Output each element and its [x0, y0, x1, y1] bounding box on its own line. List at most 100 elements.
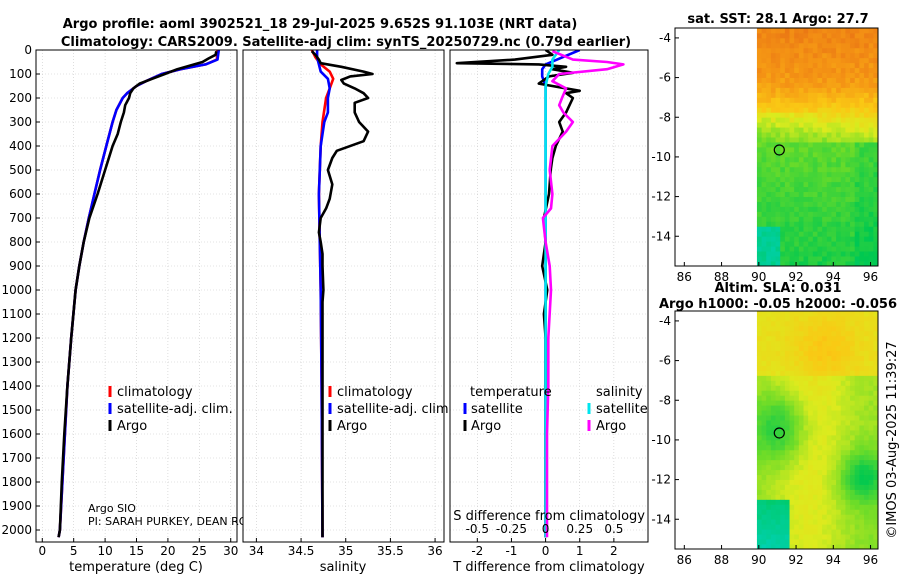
- heatmap-cell: [756, 211, 762, 217]
- heatmap-cell: [780, 489, 786, 495]
- heatmap-cell: [831, 405, 837, 411]
- heatmap-cell: [756, 469, 762, 476]
- salinity-panel: 34 34.5 35 35.5 36 salinity climatology sate…: [242, 49, 453, 575]
- heatmap-cell: [798, 514, 804, 520]
- heatmap-cell: [780, 28, 786, 34]
- heatmap-cell: [784, 57, 790, 64]
- heatmap-cell: [812, 147, 818, 153]
- heatmap-cell: [868, 42, 874, 49]
- heatmap-cell: [836, 82, 842, 88]
- heatmap-cell: [803, 181, 809, 188]
- heatmap-cell: [794, 246, 800, 252]
- heatmap-cell: [840, 196, 846, 202]
- heatmap-cell: [854, 335, 860, 342]
- heatmap-cell: [826, 365, 832, 371]
- heatmap-cell: [775, 365, 781, 371]
- heatmap-cell: [831, 325, 837, 332]
- heatmap-cell: [766, 156, 772, 163]
- heatmap-cell: [761, 142, 767, 148]
- heatmap-cell: [826, 117, 832, 123]
- heatmap-cell: [840, 494, 846, 500]
- heatmap-cell: [784, 529, 790, 535]
- heatmap-cell: [803, 534, 809, 540]
- heatmap-cell: [784, 161, 790, 168]
- sla-lat-ticks: -4-6-8-10-12-14: [651, 314, 679, 526]
- difference-series: [455, 50, 625, 538]
- heatmap-cell: [864, 161, 870, 168]
- heatmap-cell: [845, 231, 851, 237]
- heatmap-cell: [859, 375, 865, 381]
- heatmap-cell: [840, 330, 846, 337]
- heatmap-cell: [817, 330, 823, 337]
- heatmap-cell: [808, 539, 814, 545]
- heatmap-cell: [826, 405, 832, 411]
- heatmap-cell: [822, 77, 828, 83]
- heatmap-cell: [831, 147, 837, 153]
- heatmap-cell: [789, 474, 795, 480]
- heatmap-cell: [784, 42, 790, 49]
- heatmap-cell: [803, 67, 809, 74]
- heatmap-cell: [873, 504, 878, 510]
- heatmap-cell: [808, 191, 814, 197]
- heatmap-cell: [770, 112, 776, 118]
- heatmap-cell: [794, 390, 800, 396]
- heatmap-cell: [868, 360, 874, 366]
- heatmap-cell: [789, 87, 795, 93]
- heatmap-cell: [794, 335, 800, 342]
- heatmap-cell: [775, 191, 781, 197]
- heatmap-cell: [798, 102, 804, 108]
- heatmap-cell: [817, 350, 823, 357]
- heatmap-cell: [831, 320, 837, 327]
- heatmap-cell: [798, 454, 804, 461]
- heatmap-cell: [822, 241, 828, 247]
- heatmap-cell: [766, 479, 772, 485]
- heatmap-cell: [803, 107, 809, 113]
- heatmap-cell: [817, 82, 823, 88]
- heatmap-cell: [836, 57, 842, 64]
- heatmap-cell: [845, 171, 851, 178]
- heatmap-cell: [822, 42, 828, 49]
- heatmap-cell: [775, 370, 781, 376]
- heatmap-cell: [817, 176, 823, 183]
- heatmap-cell: [761, 325, 767, 332]
- heatmap-cell: [784, 226, 790, 232]
- heatmap-cell: [756, 186, 762, 193]
- heatmap-cell: [761, 57, 767, 64]
- heatmap-cell: [789, 464, 795, 471]
- heatmap-cell: [864, 191, 870, 197]
- heatmap-cell: [840, 102, 846, 108]
- heatmap-cell: [826, 186, 832, 193]
- temperature-legend: climatology satellite-adj. clim. Argo: [108, 385, 233, 434]
- heatmap-cell: [784, 37, 790, 44]
- heatmap-cell: [836, 335, 842, 342]
- heatmap-cell: [873, 360, 878, 366]
- heatmap-cell: [803, 335, 809, 342]
- heatmap-cell: [854, 251, 860, 257]
- heatmap-cell: [812, 196, 818, 202]
- heatmap-cell: [766, 137, 772, 143]
- heatmap-cell: [859, 67, 865, 74]
- heatmap-cell: [826, 42, 832, 49]
- heatmap-cell: [775, 176, 781, 183]
- heatmap-cell: [831, 365, 837, 371]
- heatmap-cell: [845, 226, 851, 232]
- heatmap-cell: [775, 340, 781, 347]
- heatmap-cell: [817, 370, 823, 376]
- heatmap-cell: [873, 57, 878, 64]
- heatmap-cell: [756, 380, 762, 386]
- heatmap-cell: [859, 57, 865, 64]
- heatmap-cell: [840, 504, 846, 510]
- heatmap-cell: [817, 499, 823, 505]
- heatmap-cell: [756, 82, 762, 88]
- heatmap-cell: [789, 469, 795, 476]
- heatmap-cell: [770, 375, 776, 381]
- heatmap-cell: [826, 385, 832, 391]
- heatmap-cell: [794, 216, 800, 222]
- heatmap-cell: [854, 261, 860, 266]
- heatmap-cell: [756, 57, 762, 64]
- heatmap-cell: [803, 132, 809, 138]
- heatmap-cell: [784, 62, 790, 69]
- heatmap-cell: [864, 62, 870, 69]
- heatmap-cell: [784, 102, 790, 108]
- heatmap-cell: [826, 196, 832, 202]
